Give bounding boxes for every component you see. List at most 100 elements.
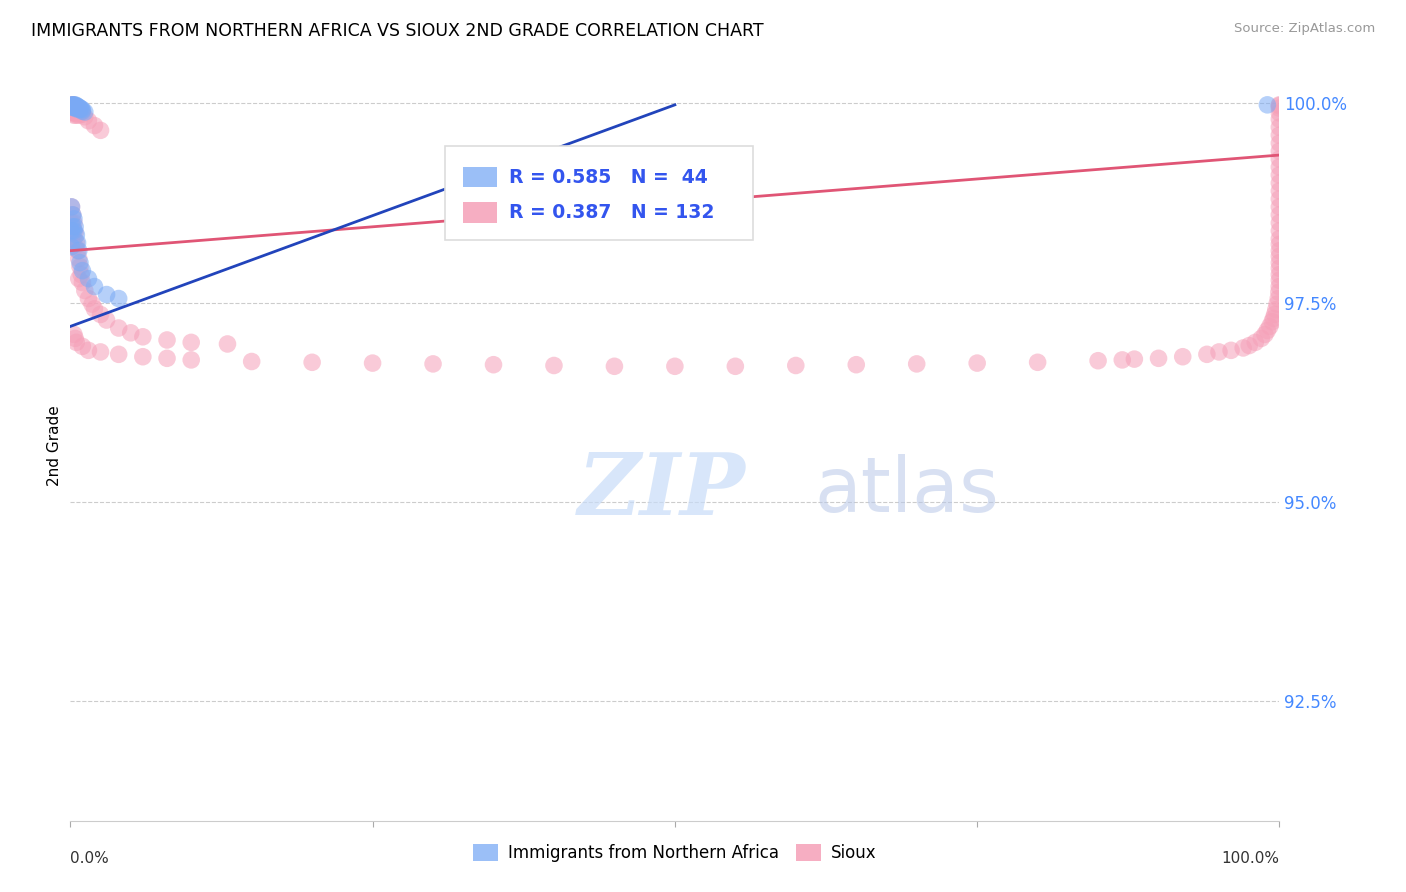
Point <box>72 263 94 277</box>
Point <box>63 240 86 254</box>
Point <box>63 216 86 230</box>
Point <box>60 216 83 230</box>
Point <box>1268 152 1291 166</box>
Point <box>1268 237 1291 252</box>
Point <box>65 100 87 114</box>
Point <box>73 105 96 120</box>
Point <box>1268 244 1291 258</box>
Point <box>67 108 90 122</box>
Point <box>724 359 747 374</box>
Point <box>1195 347 1218 361</box>
Point <box>301 355 323 369</box>
Text: 100.0%: 100.0% <box>1222 851 1279 866</box>
Point <box>1268 208 1291 222</box>
Point <box>1264 302 1286 317</box>
Point <box>1268 120 1291 135</box>
Point <box>60 99 83 113</box>
Point <box>69 103 91 117</box>
Point <box>1123 352 1146 367</box>
Point <box>60 98 83 112</box>
Point <box>107 347 129 361</box>
Point <box>1268 232 1291 246</box>
Point <box>1268 216 1291 230</box>
Point <box>60 200 83 214</box>
Point <box>1267 292 1289 306</box>
Point <box>67 100 90 114</box>
Point <box>1220 343 1243 358</box>
Point <box>63 98 86 112</box>
Point <box>1268 200 1291 214</box>
Point <box>62 103 84 117</box>
Point <box>63 98 86 112</box>
Point <box>156 351 179 366</box>
Point <box>1264 308 1286 322</box>
Point <box>67 252 90 266</box>
Text: ZIP: ZIP <box>578 450 747 533</box>
Point <box>62 100 84 114</box>
Point <box>966 356 988 370</box>
Point <box>63 103 86 117</box>
Point <box>107 292 129 306</box>
Point <box>1268 168 1291 182</box>
Point <box>1268 249 1291 263</box>
Point <box>65 102 87 116</box>
Point <box>1261 315 1284 329</box>
Point <box>67 271 90 285</box>
Text: R = 0.585   N =  44: R = 0.585 N = 44 <box>509 168 709 186</box>
Point <box>63 331 86 345</box>
Y-axis label: 2nd Grade: 2nd Grade <box>46 406 62 486</box>
Point <box>1268 160 1291 174</box>
Point <box>1268 176 1291 190</box>
Point <box>72 104 94 119</box>
Point <box>66 106 89 120</box>
Point <box>70 268 93 282</box>
Point <box>96 313 118 327</box>
Point <box>1147 351 1170 366</box>
Text: Source: ZipAtlas.com: Source: ZipAtlas.com <box>1234 22 1375 36</box>
Point <box>1268 128 1291 142</box>
FancyBboxPatch shape <box>446 146 754 240</box>
Text: IMMIGRANTS FROM NORTHERN AFRICA VS SIOUX 2ND GRADE CORRELATION CHART: IMMIGRANTS FROM NORTHERN AFRICA VS SIOUX… <box>31 22 763 40</box>
Point <box>1087 353 1109 368</box>
Point <box>1268 268 1291 282</box>
Point <box>66 102 89 116</box>
Point <box>845 358 868 372</box>
Point <box>63 105 86 120</box>
Point <box>73 284 96 298</box>
Point <box>90 123 111 137</box>
Point <box>1268 224 1291 238</box>
Point <box>77 271 100 285</box>
Point <box>1244 335 1267 350</box>
Point <box>1268 101 1291 115</box>
Point <box>60 99 83 113</box>
Point <box>65 335 87 350</box>
Point <box>65 104 87 119</box>
Point <box>62 104 84 119</box>
Point <box>65 227 87 242</box>
Point <box>63 232 86 246</box>
Point <box>80 297 103 311</box>
Point <box>72 103 94 117</box>
Point <box>180 352 202 367</box>
Point <box>1256 323 1278 337</box>
Point <box>77 343 100 358</box>
Point <box>62 208 84 222</box>
Point <box>180 335 202 350</box>
Point <box>60 224 83 238</box>
Point <box>62 105 84 120</box>
Point <box>543 359 565 373</box>
Point <box>83 119 105 133</box>
Point <box>62 224 84 238</box>
Point <box>664 359 686 374</box>
Point <box>66 99 89 113</box>
Point <box>63 98 86 112</box>
Point <box>66 101 89 115</box>
Point <box>69 105 91 120</box>
Point <box>120 326 142 340</box>
Point <box>77 292 100 306</box>
Point <box>60 98 83 112</box>
Point <box>65 98 87 112</box>
Point <box>132 350 155 364</box>
Point <box>83 301 105 316</box>
Point <box>905 357 928 371</box>
